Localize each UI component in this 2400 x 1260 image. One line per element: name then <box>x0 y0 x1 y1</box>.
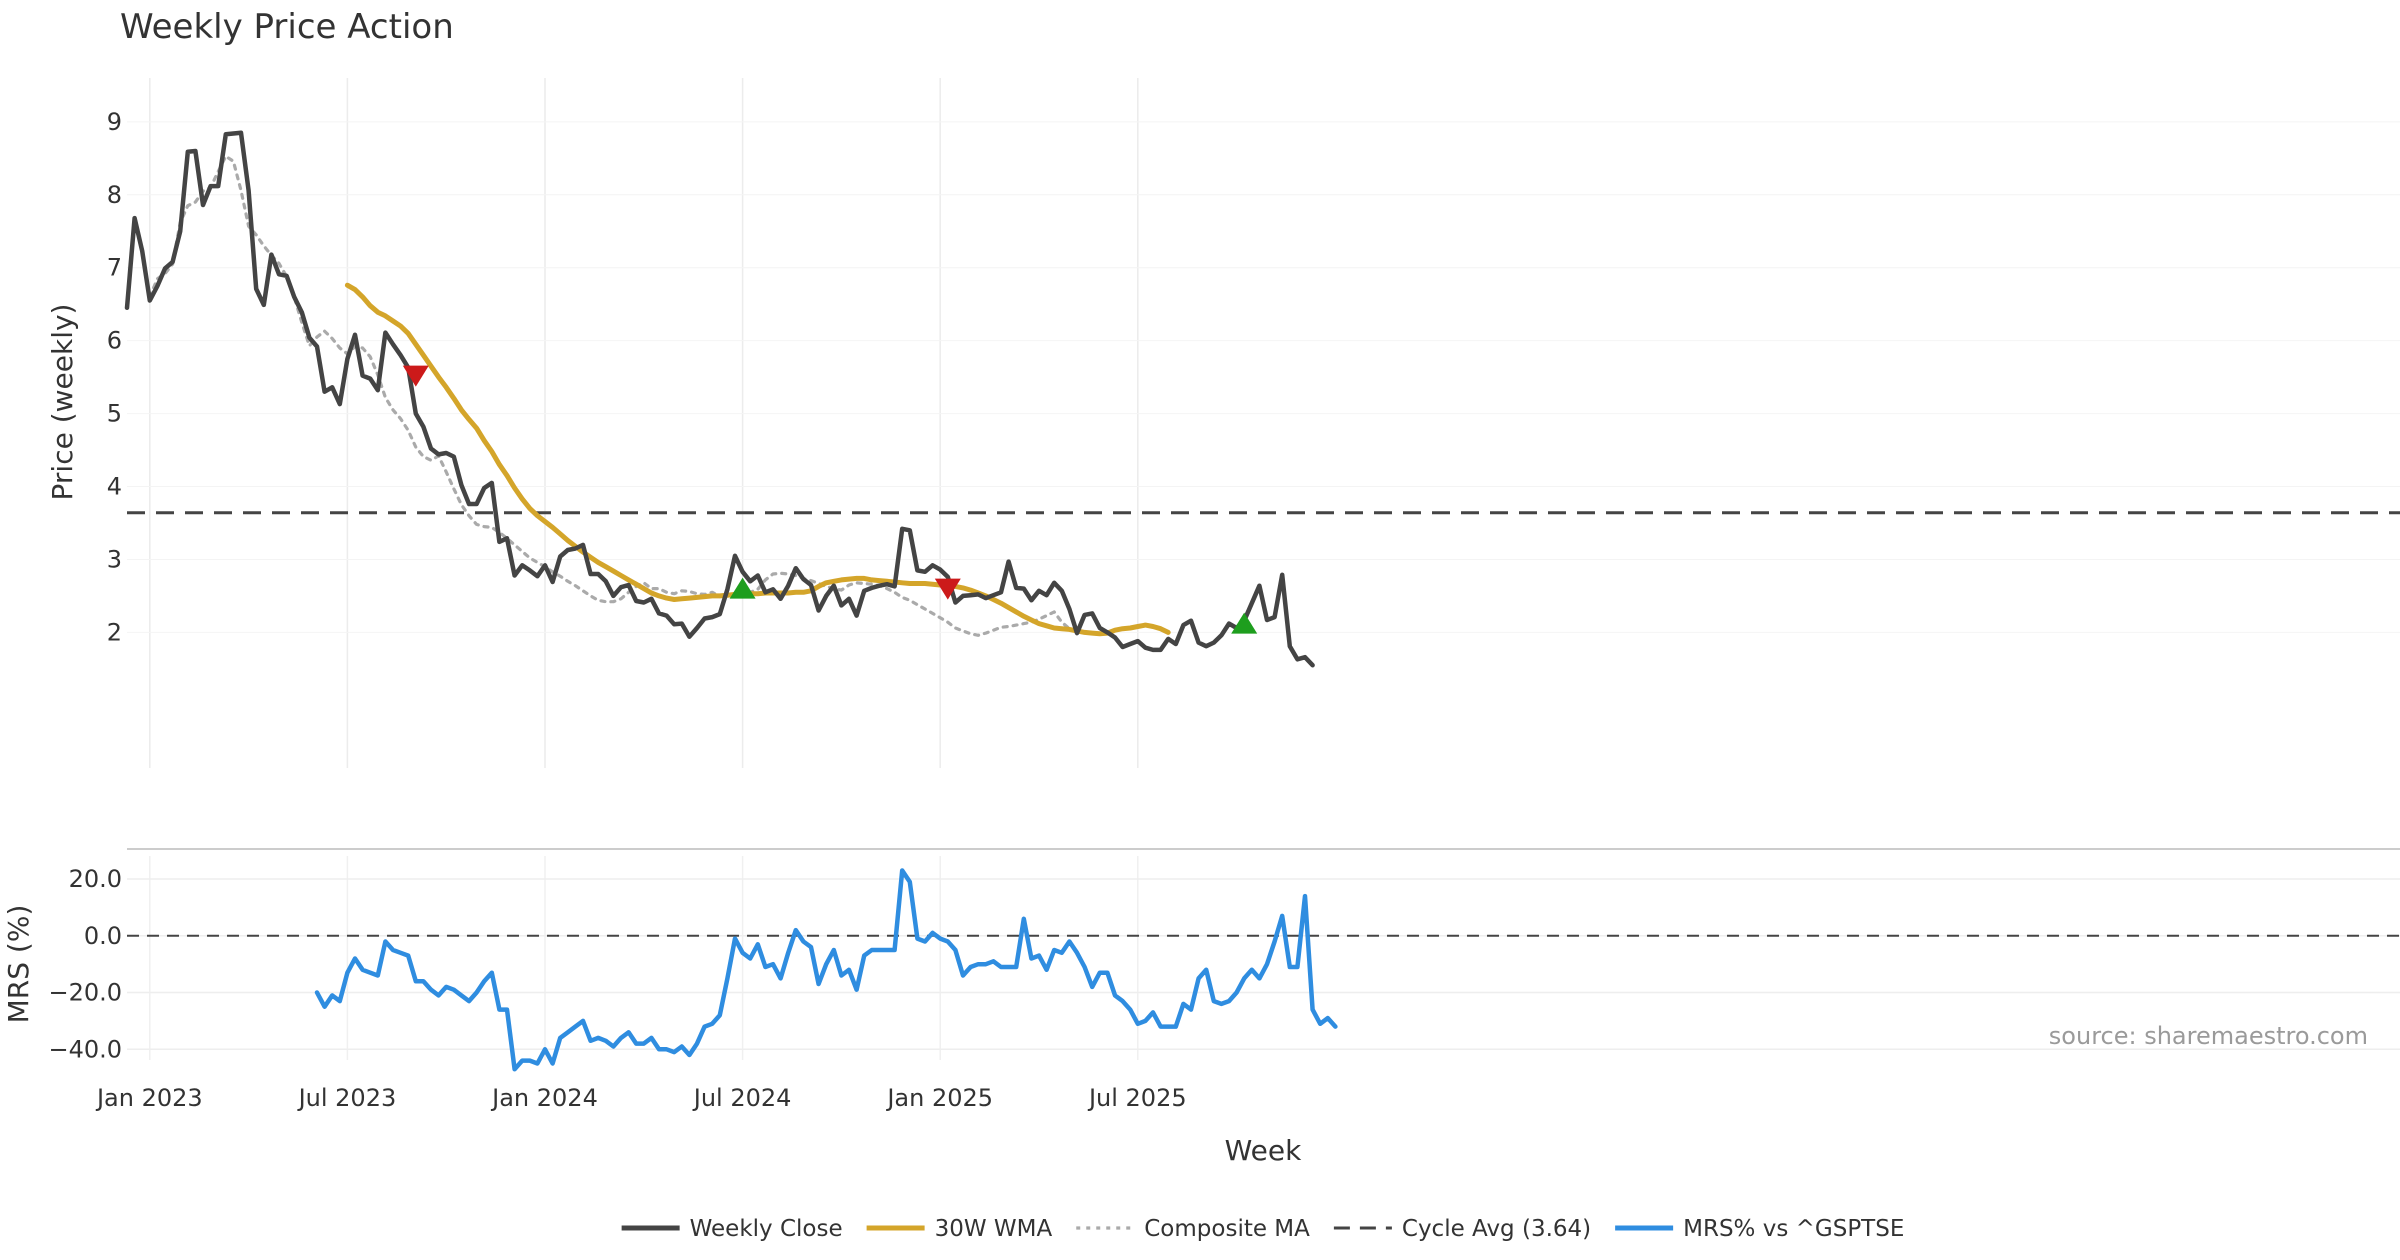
mrs-y-tick-label: 20.0 <box>69 865 122 893</box>
mrs-series <box>127 868 2400 1072</box>
price-y-tick-label: 6 <box>107 327 122 355</box>
legend-label: Composite MA <box>1144 1216 1310 1242</box>
x-tick-label: Jul 2023 <box>297 1084 397 1112</box>
chart-title: Weekly Price Action <box>120 7 454 47</box>
mrs-line <box>314 868 1338 1072</box>
price-y-tick-label: 5 <box>107 400 122 428</box>
price-y-tick-label: 7 <box>107 254 122 282</box>
price-y-tick-label: 9 <box>107 108 122 136</box>
sell-signal-marker <box>934 578 961 600</box>
legend-label: Weekly Close <box>690 1216 843 1242</box>
x-tick-label: Jan 2025 <box>885 1084 993 1112</box>
x-axis-label: Week <box>1225 1134 1302 1167</box>
wma-30w-line <box>344 282 1171 637</box>
mrs-y-axis-label: MRS (%) <box>2 905 35 1024</box>
source-note: source: sharemaestro.com <box>2049 1022 2368 1050</box>
price-y-tick-label: 4 <box>107 473 122 501</box>
mrs-y-tick-label: 0.0 <box>84 922 122 950</box>
composite-ma-line <box>148 154 1079 637</box>
mrs-grid <box>127 856 2400 1060</box>
price-y-tick-labels: 2 3 4 5 6 7 8 9 <box>107 108 122 646</box>
price-y-tick-label: 3 <box>107 545 122 573</box>
mrs-y-tick-labels: 20.0 0.0 −20.0 −40.0 <box>48 865 122 1063</box>
legend-label: MRS% vs ^GSPTSE <box>1683 1216 1904 1242</box>
x-tick-label: Jan 2024 <box>490 1084 598 1112</box>
x-tick-label: Jan 2023 <box>95 1084 203 1112</box>
legend-label: Cycle Avg (3.64) <box>1402 1216 1591 1242</box>
buy-signal-marker <box>729 577 756 599</box>
sell-signal-marker <box>402 365 429 387</box>
weekly-close-line <box>124 130 1315 668</box>
price-y-tick-label: 2 <box>107 618 122 646</box>
price-series <box>124 130 2400 668</box>
price-y-tick-label: 8 <box>107 181 122 209</box>
mrs-y-tick-label: −20.0 <box>48 979 122 1007</box>
legend: Weekly Close 30W WMA Composite MA Cycle Avg… <box>621 1216 1904 1242</box>
price-grid <box>127 78 2400 768</box>
x-tick-label: Jul 2025 <box>1087 1084 1187 1112</box>
x-tick-label: Jul 2024 <box>692 1084 792 1112</box>
x-tick-labels: Jan 2023 Jul 2023 Jan 2024 Jul 2024 Jan 2025… <box>95 1084 1187 1112</box>
price-y-axis-label: Price (weekly) <box>46 304 79 501</box>
buy-signal-marker <box>1231 612 1258 634</box>
legend-label: 30W WMA <box>935 1216 1053 1242</box>
signal-markers <box>402 365 1258 634</box>
mrs-y-tick-label: −40.0 <box>48 1035 122 1063</box>
